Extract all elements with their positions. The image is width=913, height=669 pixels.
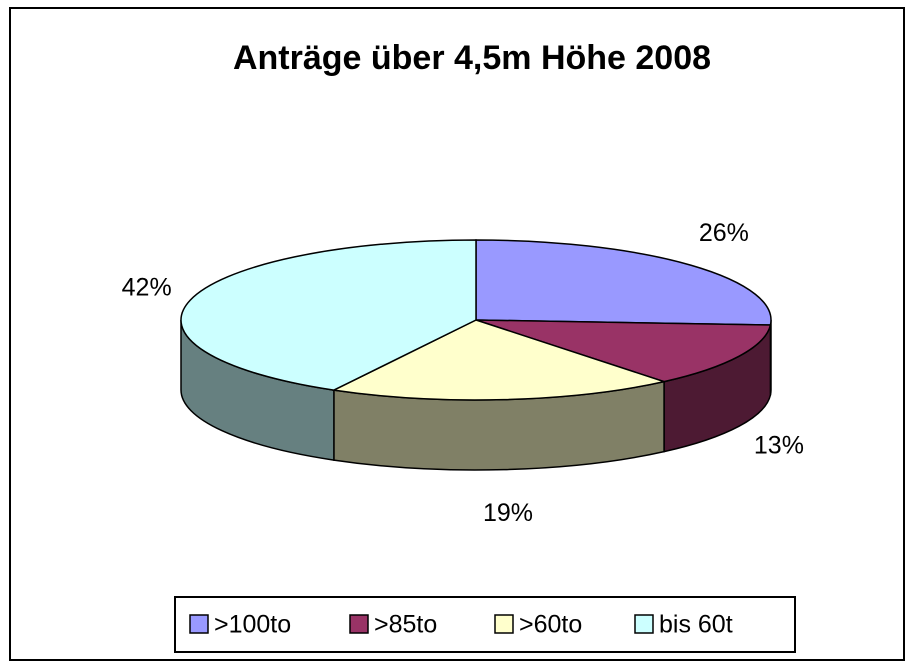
- legend-label: >60to: [519, 611, 582, 639]
- legend: >100to >85to >60to bis 60t: [174, 596, 796, 653]
- legend-label: bis 60t: [659, 611, 733, 639]
- data-label: 13%: [754, 431, 804, 459]
- legend-swatch: [189, 614, 209, 634]
- slice: [331, 319, 667, 401]
- legend-swatch: [349, 614, 369, 634]
- slice: [475, 319, 772, 383]
- legend-swatch: [494, 614, 514, 634]
- slice: [475, 239, 772, 326]
- legend-label: >85to: [374, 611, 437, 639]
- chart-title: Anträge über 4,5m Höhe 2008: [233, 39, 711, 77]
- legend-label: >100to: [214, 611, 291, 639]
- legend-box: [174, 596, 796, 653]
- data-label: 26%: [699, 219, 749, 247]
- slice: [180, 239, 477, 391]
- data-label: 42%: [122, 274, 172, 302]
- legend-swatch: [634, 614, 654, 634]
- data-label: 19%: [483, 499, 533, 527]
